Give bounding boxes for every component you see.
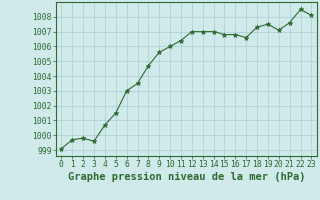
X-axis label: Graphe pression niveau de la mer (hPa): Graphe pression niveau de la mer (hPa) xyxy=(68,172,305,182)
